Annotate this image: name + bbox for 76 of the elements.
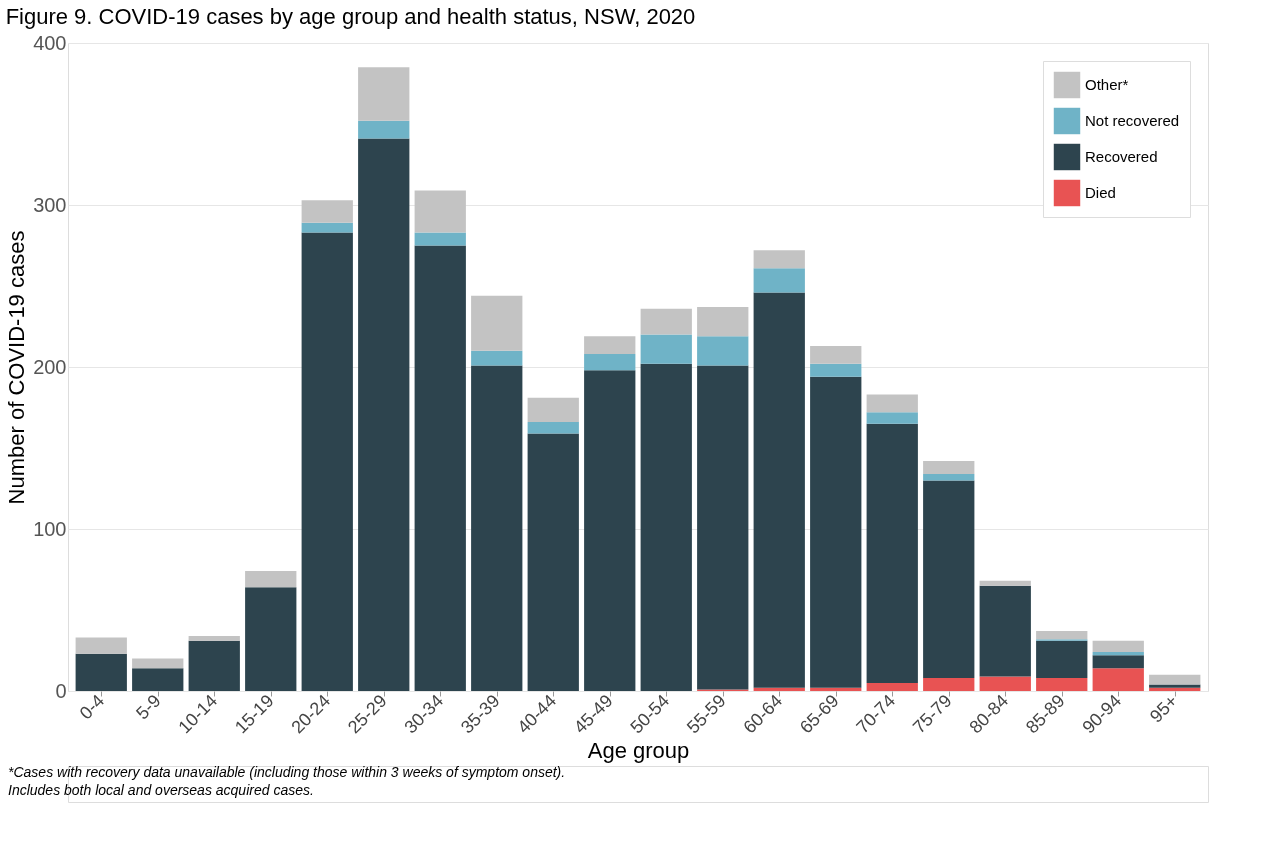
x-tick-label: 95+ <box>1145 690 1182 727</box>
bar <box>414 245 466 691</box>
y-tick-label: 400 <box>33 31 67 54</box>
bar <box>75 653 127 691</box>
bar <box>697 307 749 337</box>
bar <box>527 433 579 691</box>
legend-label: Other* <box>1085 76 1129 93</box>
text: *Cases with recovery data unavailable (including those within 3 weeks of symptom onset). <box>8 764 566 780</box>
bar <box>245 587 297 691</box>
bar <box>1092 668 1144 691</box>
bar <box>584 370 636 691</box>
bar <box>245 571 297 588</box>
bar <box>866 682 918 691</box>
bar <box>753 250 805 269</box>
chart-title: Figure 9. COVID-19 cases by age group and health status, NSW, 2020 <box>5 4 696 29</box>
bar <box>866 423 918 683</box>
bar <box>866 394 918 413</box>
y-tick-label: 200 <box>33 355 67 378</box>
bar <box>923 480 975 679</box>
bar <box>1036 640 1088 679</box>
bar <box>1092 640 1144 653</box>
bar <box>301 222 353 233</box>
bar <box>527 397 579 423</box>
bar <box>301 232 353 691</box>
bar <box>301 200 353 223</box>
bar <box>584 336 636 355</box>
legend-label: Not recovered <box>1085 112 1180 129</box>
bar <box>753 292 805 688</box>
y-tick-label: 300 <box>33 193 67 216</box>
bar <box>471 295 523 351</box>
y-tick-label: 0 <box>55 679 67 702</box>
bar <box>640 363 692 691</box>
bar <box>810 687 862 691</box>
legend-label: Died <box>1085 184 1116 201</box>
bar <box>414 190 466 233</box>
bar <box>640 334 692 364</box>
x-tick-label: 5-9 <box>132 690 165 724</box>
bar <box>979 676 1031 691</box>
x-axis-title: Age group <box>587 738 690 764</box>
bar <box>358 138 410 691</box>
bar <box>979 580 1031 586</box>
bar <box>1092 655 1144 669</box>
bar <box>584 354 636 371</box>
bar <box>1036 631 1088 640</box>
bar <box>132 658 184 669</box>
x-tick-label: 0-4 <box>75 690 109 724</box>
bar <box>923 678 975 691</box>
bar <box>1036 678 1088 691</box>
bar <box>979 585 1031 677</box>
y-tick-label: 100 <box>33 517 67 540</box>
bar <box>471 350 523 366</box>
bar <box>471 365 523 691</box>
bar <box>753 268 805 293</box>
bar <box>697 365 749 690</box>
bar <box>358 67 410 121</box>
bar <box>527 422 579 434</box>
bar <box>358 120 410 139</box>
bar <box>810 376 862 688</box>
bar <box>697 336 749 366</box>
bar <box>923 460 975 474</box>
bar <box>1092 652 1144 656</box>
bar <box>923 473 975 481</box>
bar <box>188 635 240 641</box>
y-axis-title: Number of COVID-19 cases <box>4 230 30 505</box>
bar <box>132 668 184 691</box>
bar <box>753 687 805 691</box>
bar <box>75 637 127 654</box>
text: Includes both local and overseas acquired cases. <box>8 782 314 798</box>
legend-label: Recovered <box>1085 148 1158 165</box>
bar <box>188 640 240 691</box>
bar <box>810 345 862 364</box>
bar <box>1149 674 1201 685</box>
bar <box>866 412 918 424</box>
bar <box>414 232 466 246</box>
bar <box>810 363 862 377</box>
bar <box>640 308 692 335</box>
